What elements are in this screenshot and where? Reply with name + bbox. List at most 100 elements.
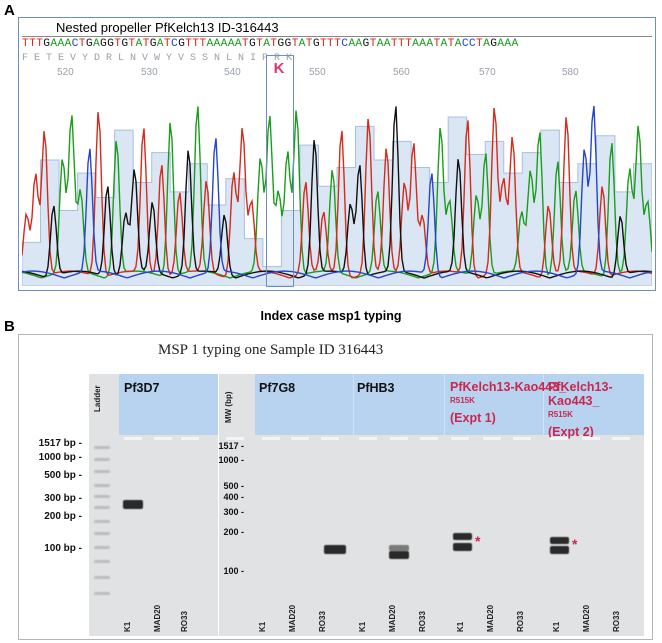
amino-acid-row: F E T E V Y D R L N V W Y V S S N L N I … xyxy=(22,53,293,64)
ladder-band xyxy=(94,484,110,487)
kelch2-sup: R515K xyxy=(548,410,573,419)
lane-label: MAD20 xyxy=(288,604,297,632)
chromatogram-title: Nested propeller PfKelch13 ID-316443 xyxy=(56,20,279,35)
trace-T xyxy=(22,107,652,279)
position-number: 560 xyxy=(393,67,410,78)
base: T xyxy=(241,38,249,50)
base: A xyxy=(234,38,242,50)
lane-label: RO33 xyxy=(180,611,189,632)
chromatogram-trace xyxy=(22,105,652,286)
base: A xyxy=(50,38,58,50)
base: A xyxy=(454,38,462,50)
lane-label: RO33 xyxy=(318,611,327,632)
base: A xyxy=(206,38,214,50)
base: T xyxy=(256,38,264,50)
base: A xyxy=(220,38,228,50)
base: C xyxy=(468,38,476,50)
position-number: 570 xyxy=(479,67,496,78)
base: C xyxy=(461,38,469,50)
lane-label: RO33 xyxy=(516,611,525,632)
base: T xyxy=(397,38,406,50)
band-pfhb3-mad20 xyxy=(389,551,409,559)
base: A xyxy=(440,38,448,50)
base: G xyxy=(100,38,108,50)
kelch2-name: PfKelch13-Kao443_ xyxy=(548,380,613,408)
ladder-band xyxy=(94,446,110,449)
ladder-band xyxy=(94,470,110,473)
group-label-pf7g8: Pf7G8 xyxy=(259,381,296,395)
well xyxy=(226,437,244,440)
ladder-band xyxy=(94,532,110,535)
kelch1-sup: R515K xyxy=(450,396,475,405)
well xyxy=(321,437,339,440)
trace-C xyxy=(22,105,652,279)
kelch1-name: PfKelch13-Kao443_ xyxy=(450,380,567,394)
base: T xyxy=(476,38,484,50)
band-kelch2-k1-lower xyxy=(550,546,569,554)
base: G xyxy=(277,38,285,50)
well xyxy=(291,437,309,440)
base: G xyxy=(85,38,93,50)
band-kelch1-k1-upper xyxy=(453,533,472,540)
ladder-size: 500 bp - xyxy=(44,470,82,481)
base: A xyxy=(426,38,434,50)
base: T xyxy=(114,38,122,50)
mw-size: 1517 - xyxy=(218,441,244,451)
base: G xyxy=(107,38,115,50)
base: C xyxy=(71,38,79,50)
dna-sequence: TTTGAAACTGAGGTGTATGATCGTTTAAAAATGTATGGTA… xyxy=(22,38,652,52)
base: T xyxy=(22,38,30,50)
base: T xyxy=(291,38,299,50)
lane-label: RO33 xyxy=(612,611,621,632)
base: A xyxy=(135,38,143,50)
base: A xyxy=(263,38,271,50)
ladder-band xyxy=(94,458,110,461)
well xyxy=(513,437,531,440)
base: G xyxy=(249,38,257,50)
base: T xyxy=(128,38,136,50)
base: A xyxy=(376,38,384,50)
base: G xyxy=(284,38,292,50)
lane-label: K1 xyxy=(123,621,132,632)
base: C xyxy=(341,38,349,50)
base: A xyxy=(348,38,356,50)
base: A xyxy=(227,38,235,50)
position-number: 530 xyxy=(141,67,158,78)
group-label-pf3d7: Pf3D7 xyxy=(124,381,160,395)
mw-label: MW (bp) xyxy=(224,391,233,423)
ladder-label: Ladder xyxy=(93,385,102,412)
marker-star-2: * xyxy=(572,536,578,552)
header-pf3d7 xyxy=(119,374,218,435)
base: T xyxy=(305,38,313,50)
base: A xyxy=(298,38,306,50)
panel-b-label: B xyxy=(4,318,15,335)
ladder-band xyxy=(94,592,110,595)
kelch2-expt: (Expt 2) xyxy=(548,425,594,440)
base: T xyxy=(334,38,342,50)
band-pfhb3-mad20-upper xyxy=(389,545,409,551)
base: A xyxy=(511,38,519,50)
ladder-size: 100 bp - xyxy=(44,543,82,554)
base: A xyxy=(92,38,101,50)
mw-size: 500 - xyxy=(223,481,244,491)
ladder-band xyxy=(94,520,110,523)
well xyxy=(420,437,438,440)
band-kelch1-k1-lower xyxy=(453,543,472,551)
base: A xyxy=(504,38,512,50)
well xyxy=(483,437,501,440)
well xyxy=(154,437,172,440)
lane-label: MAD20 xyxy=(486,604,495,632)
gel-title: MSP 1 typing one Sample ID 316443 xyxy=(158,342,384,358)
mw-size: 1000 - xyxy=(218,455,244,465)
ladder-band xyxy=(94,560,110,563)
mw-size: 100 - xyxy=(223,566,244,576)
ladder-band xyxy=(94,506,110,509)
base: G xyxy=(149,38,157,50)
base: A xyxy=(412,38,420,50)
base: G xyxy=(121,38,129,50)
group-label-pfhb3: PfHB3 xyxy=(357,381,395,395)
well xyxy=(124,437,142,440)
base: A xyxy=(497,38,505,50)
base: G xyxy=(490,38,498,50)
well xyxy=(390,437,408,440)
